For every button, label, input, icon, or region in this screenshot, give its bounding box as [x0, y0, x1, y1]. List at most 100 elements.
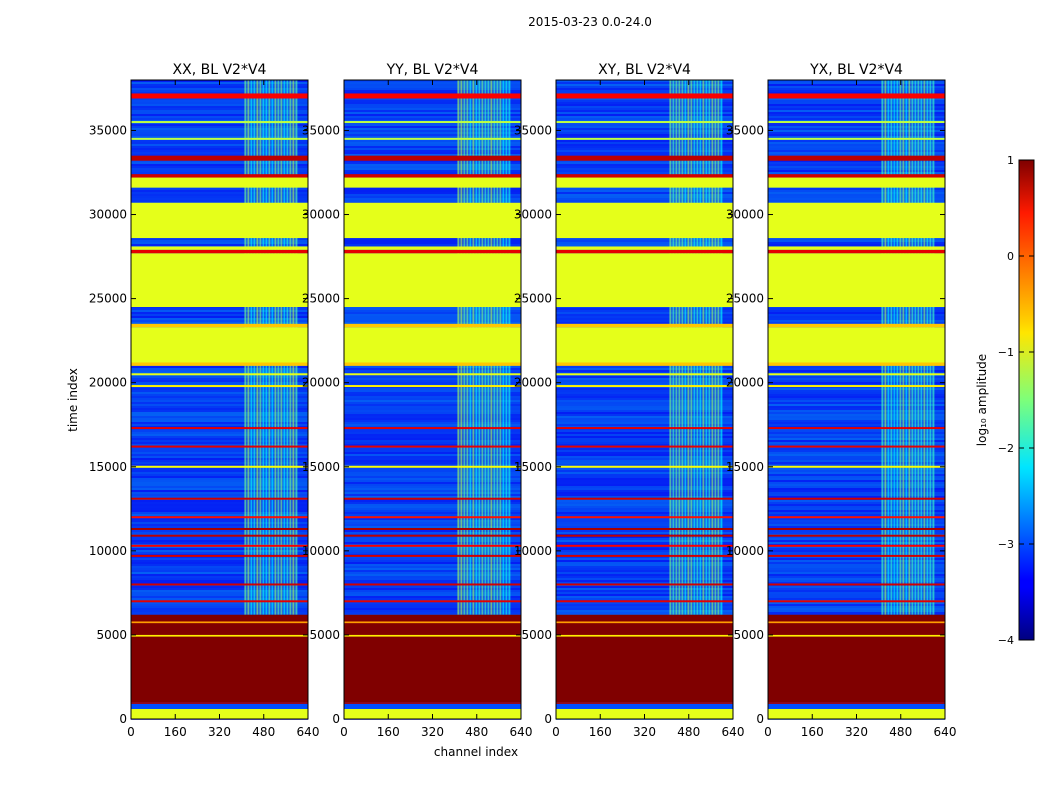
noise-row [131, 128, 308, 130]
noise-row [556, 238, 733, 240]
noise-row [131, 404, 308, 406]
noise-row [556, 114, 733, 116]
noise-row [344, 482, 521, 484]
noise-row [131, 488, 308, 490]
noise-row [768, 472, 945, 474]
row-line [556, 527, 733, 530]
noise-row [344, 392, 521, 394]
noise-row [344, 430, 521, 432]
colorbar-label: log₁₀ amplitude [975, 354, 989, 446]
noise-row [768, 500, 945, 502]
noise-row [768, 592, 945, 594]
noise-row [556, 578, 733, 580]
noise-row [131, 590, 308, 592]
noise-row [131, 152, 308, 154]
noise-row [556, 126, 733, 128]
noise-row [556, 406, 733, 408]
noise-row [131, 126, 308, 128]
noise-row [131, 570, 308, 572]
noise-row [131, 116, 308, 118]
noise-row [556, 314, 733, 316]
noise-row [344, 312, 521, 314]
row-band [768, 362, 945, 366]
noise-row [131, 494, 308, 496]
row-band [131, 327, 308, 363]
noise-row [556, 118, 733, 120]
noise-row [344, 546, 521, 548]
row-line [556, 600, 733, 603]
noise-row [556, 612, 733, 614]
noise-row [344, 540, 521, 542]
noise-row [768, 404, 945, 406]
noise-row [344, 538, 521, 540]
noise-row [344, 322, 521, 324]
noise-row [131, 368, 308, 370]
noise-row [768, 106, 945, 108]
row-line [768, 445, 945, 448]
noise-row [556, 556, 733, 558]
y-tick-label: 10000 [302, 544, 340, 558]
noise-row [131, 434, 308, 436]
noise-row [768, 316, 945, 318]
x-tick-label: 320 [845, 725, 868, 739]
row-band [344, 708, 521, 719]
noise-row [131, 580, 308, 582]
noise-row [768, 458, 945, 460]
noise-row [131, 604, 308, 606]
noise-row [131, 160, 308, 162]
noise-row [131, 430, 308, 432]
noise-row [556, 562, 733, 564]
noise-row [556, 448, 733, 450]
y-tick-label: 0 [332, 712, 340, 726]
noise-row [768, 132, 945, 134]
noise-row [131, 136, 308, 138]
noise-row [768, 538, 945, 540]
x-tick-label: 0 [340, 725, 348, 739]
row-line [556, 516, 733, 519]
x-tick-label: 640 [722, 725, 745, 739]
row-line [556, 497, 733, 500]
x-tick-label: 0 [127, 725, 135, 739]
row-line [768, 385, 945, 388]
noise-row [131, 512, 308, 514]
noise-row [131, 120, 308, 122]
noise-row [768, 502, 945, 504]
noise-row [768, 444, 945, 446]
noise-row [556, 522, 733, 524]
noise-row [344, 598, 521, 600]
row-band [556, 614, 733, 703]
colorbar-tick-label: −4 [998, 634, 1014, 647]
noise-row [344, 128, 521, 130]
row-line [768, 427, 945, 430]
row-band [768, 249, 945, 254]
row-band [344, 93, 521, 99]
y-tick-label: 30000 [302, 208, 340, 222]
noise-row [131, 598, 308, 600]
y-tick-label: 0 [756, 712, 764, 726]
noise-row [768, 408, 945, 410]
row-band [556, 362, 733, 366]
noise-row [768, 402, 945, 404]
noise-row [556, 422, 733, 424]
noise-row [768, 188, 945, 190]
noise-row [768, 536, 945, 538]
noise-row [768, 526, 945, 528]
noise-row [131, 550, 308, 552]
noise-row [344, 378, 521, 380]
noise-row [768, 568, 945, 570]
noise-row [344, 548, 521, 550]
noise-row [556, 318, 733, 320]
noise-row [131, 384, 308, 386]
noise-row [131, 556, 308, 558]
noise-row [768, 194, 945, 196]
noise-row [556, 198, 733, 200]
noise-row [131, 510, 308, 512]
row-band [768, 708, 945, 719]
row-line [131, 544, 308, 547]
noise-row [131, 548, 308, 550]
noise-row [131, 190, 308, 192]
noise-row [556, 162, 733, 164]
x-tick-label: 640 [934, 725, 957, 739]
noise-row [131, 608, 308, 610]
row-band [556, 202, 733, 239]
